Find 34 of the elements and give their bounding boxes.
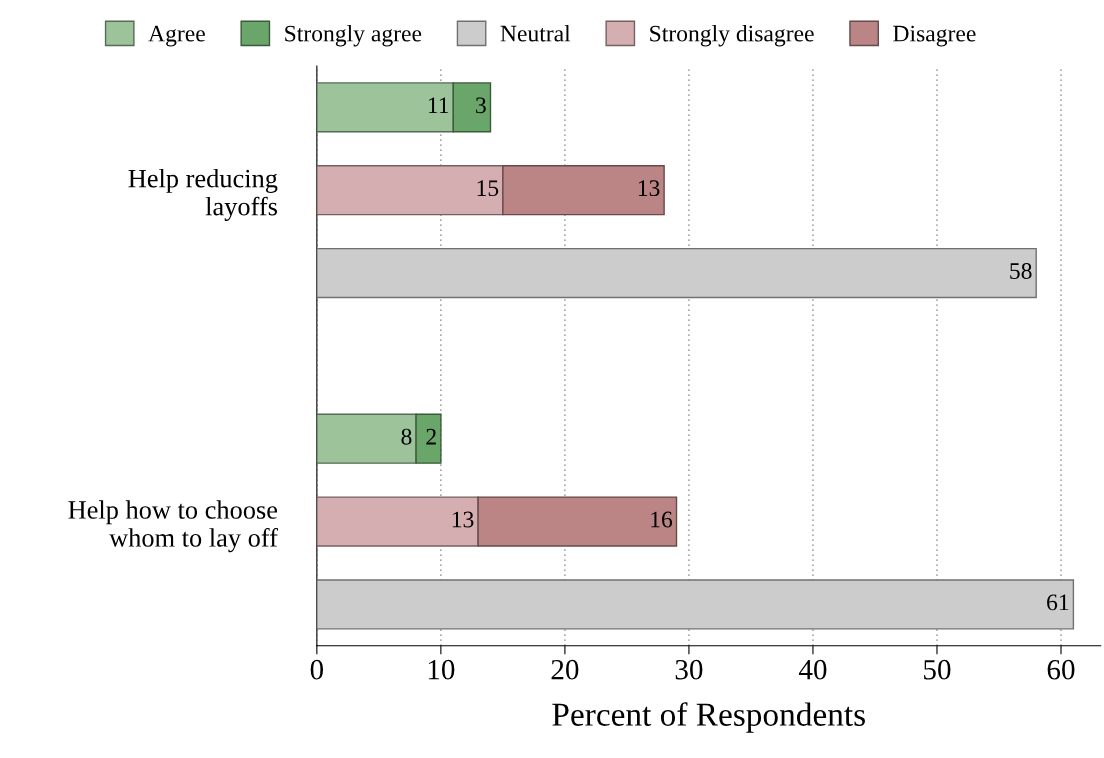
bar [316,579,1075,630]
data-label: 11 [428,97,449,114]
legend-label: Agree [148,25,205,47]
bar [502,165,665,216]
x-tick-label: 30 [675,659,703,680]
x-tick-label: 40 [798,659,827,680]
bar [452,82,492,133]
bar [316,413,417,464]
data-label: 8 [401,428,412,445]
bar [316,82,454,133]
x-tick-label: 20 [551,659,579,680]
data-label: 13 [452,511,474,528]
legend-label: Strongly agree [285,24,422,47]
legend-label: Disagree [893,25,976,47]
bar [316,165,504,216]
data-label: 2 [426,428,436,445]
bar [477,496,678,547]
x-tick-label: 10 [428,659,455,680]
legend-label: Strongly disagree [650,24,814,47]
legend-label: Neutral [500,24,571,42]
x-axis-title: Percent of Respondents [552,702,865,733]
data-label: 3 [476,97,486,114]
bar [415,413,442,464]
bar [316,496,479,547]
data-label: 58 [1010,263,1032,279]
data-label: 13 [638,180,660,197]
data-label: 15 [477,180,499,197]
x-tick-label: 50 [924,659,951,680]
x-tick-label: 0 [310,659,324,680]
x-tick-label: 60 [1047,659,1075,680]
y-tick-label: Help how to choose whom to lay off [68,500,278,553]
data-label: 16 [651,511,673,528]
y-tick-label: Help reducing layoffs [128,168,278,221]
data-label: 61 [1047,594,1069,611]
